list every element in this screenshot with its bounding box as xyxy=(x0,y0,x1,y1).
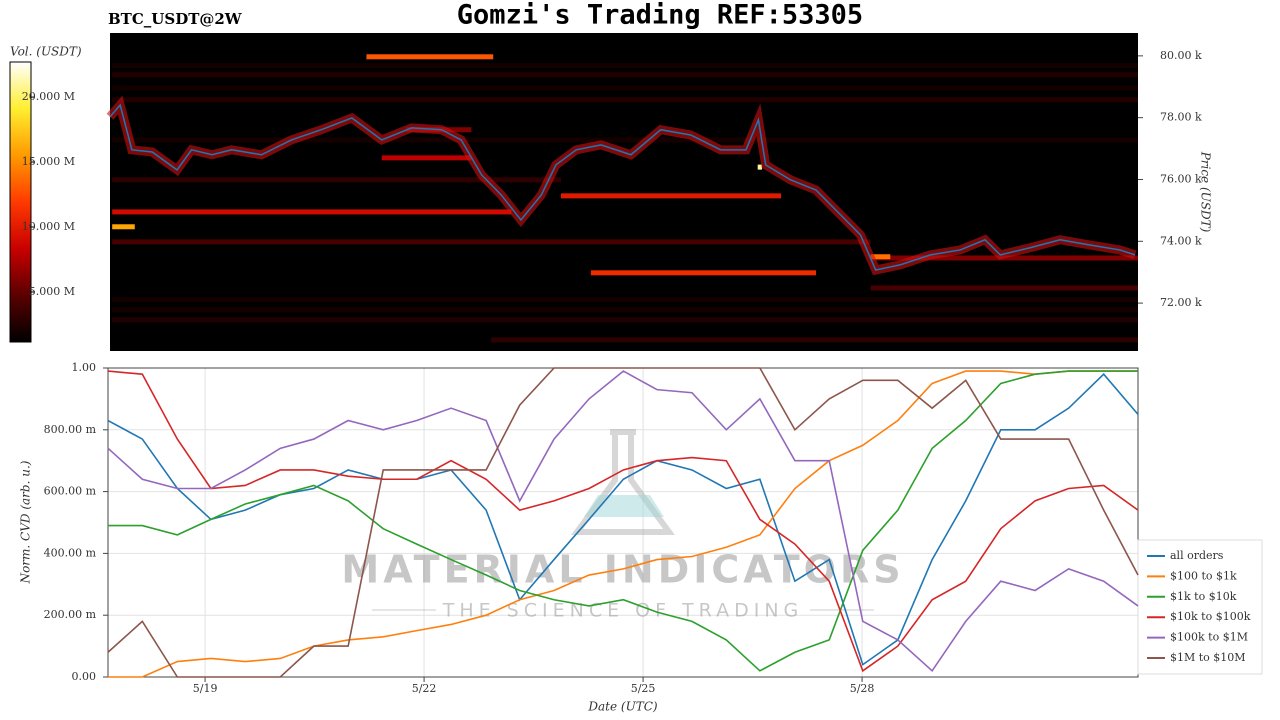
liquidity-band xyxy=(112,317,1139,323)
legend-label: $1M to $10M xyxy=(1170,651,1246,664)
legend-label: $100 to $1k xyxy=(1170,569,1237,582)
legend-label: $100k to $1M xyxy=(1170,631,1248,644)
x-tick-label: 5/22 xyxy=(412,682,437,695)
liquidity-band xyxy=(112,239,871,245)
y-tick-label: 200.00 m xyxy=(44,608,97,621)
legend xyxy=(1137,539,1263,675)
liquidity-band xyxy=(112,224,135,230)
x-tick-label: 5/25 xyxy=(631,682,656,695)
y-tick-label: 400.00 m xyxy=(44,546,97,559)
y-tick-label: 80.00 k xyxy=(1160,49,1202,62)
liquidity-band xyxy=(757,164,763,170)
liquidity-band xyxy=(366,54,494,60)
colorbar-label: Vol. (USDT) xyxy=(10,45,82,59)
plot-area xyxy=(108,368,1138,677)
watermark-tagline: THE SCIENCE OF TRADING xyxy=(442,600,804,622)
price-line xyxy=(109,103,1136,271)
liquidity-band xyxy=(112,85,1139,91)
liquidity-band xyxy=(381,155,472,161)
liquidity-band xyxy=(112,63,1139,69)
watermark-liquid xyxy=(584,495,664,517)
cvd-line xyxy=(107,370,1139,673)
cvd-line xyxy=(107,367,1139,678)
liquidity-band xyxy=(560,193,782,199)
colorbar-tick-label: 15.000 M xyxy=(22,155,75,168)
x-tick-label: 5/19 xyxy=(193,682,218,695)
y-tick-label: 74.00 k xyxy=(1160,234,1202,247)
colorbar-tick-label: 5.000 M xyxy=(29,285,75,298)
y-tick-label: 1.00 xyxy=(72,361,97,374)
y-axis-label: Price (USDT) xyxy=(1199,151,1213,233)
x-tick-label: 5/28 xyxy=(850,682,875,695)
legend-label: $1k to $10k xyxy=(1170,590,1237,603)
y-tick-label: 600.00 m xyxy=(44,485,97,498)
liquidity-band xyxy=(112,72,1139,78)
y-axis-label: Norm. CVD (arb. u.) xyxy=(19,460,33,584)
y-tick-label: 72.00 k xyxy=(1160,296,1202,309)
liquidity-band xyxy=(491,337,1138,343)
y-tick-label: 0.00 xyxy=(72,670,97,683)
y-tick-label: 76.00 k xyxy=(1160,172,1202,185)
liquidity-band xyxy=(112,137,1139,143)
page-title: Gomzi's Trading REF:53305 xyxy=(457,0,863,31)
heatmap-background xyxy=(110,33,1138,351)
liquidity-band xyxy=(870,254,891,260)
liquidity-band xyxy=(112,209,512,215)
legend-label: $10k to $100k xyxy=(1170,610,1251,623)
legend-label: all orders xyxy=(1170,549,1224,562)
colorbar-tick-label: 20.000 M xyxy=(22,90,75,103)
watermark-flask xyxy=(571,429,675,535)
colorbar-tick-label: 10.000 M xyxy=(22,220,75,233)
liquidity-band xyxy=(112,307,1139,313)
colorbar xyxy=(9,61,32,343)
liquidity-band xyxy=(870,285,1138,291)
liquidity-band xyxy=(112,97,1139,103)
liquidity-band xyxy=(112,297,1139,303)
x-axis-label: Date (UTC) xyxy=(587,700,657,714)
cvd-line xyxy=(107,370,1139,673)
y-tick-label: 78.00 k xyxy=(1160,111,1202,124)
watermark: MATERIAL INDICATORS THE SCIENCE OF TRADI… xyxy=(341,429,901,622)
cvd-panel xyxy=(108,367,1138,678)
chart-title: BTC_USDT@2W xyxy=(108,10,243,28)
cvd-line xyxy=(108,370,1138,672)
cvd-line xyxy=(108,370,1138,678)
liquidity-band xyxy=(590,270,816,276)
liquidity-band xyxy=(112,177,561,183)
y-tick-label: 800.00 m xyxy=(44,423,97,436)
